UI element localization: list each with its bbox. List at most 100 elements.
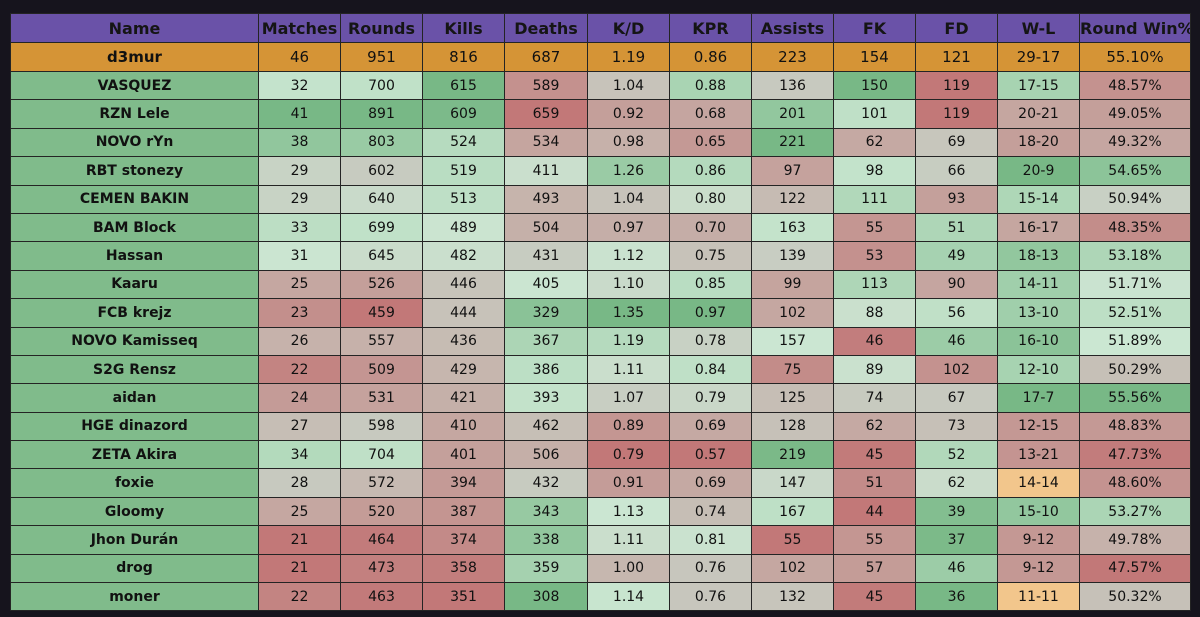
cell-round-winpct: 49.05% xyxy=(1079,99,1191,129)
cell-kills: 394 xyxy=(422,468,505,498)
table-row: Kaaru 25 526 446 405 1.10 0.85 99 113 90 14-11 51.7… xyxy=(10,269,1191,300)
cell-fk: 74 xyxy=(833,383,916,413)
cell-w-l: 13-21 xyxy=(997,440,1080,470)
cell-round-winpct: 48.60% xyxy=(1079,468,1191,498)
cell-deaths: 411 xyxy=(504,156,588,186)
cell-fd: 56 xyxy=(915,298,998,328)
table-row: moner 22 463 351 308 1.14 0.76 132 45 36 11-11 50.3… xyxy=(10,582,1191,612)
cell-matches: 23 xyxy=(258,298,341,328)
cell-deaths: 343 xyxy=(504,496,588,527)
cell-rounds: 602 xyxy=(340,156,423,186)
cell-assists: 97 xyxy=(751,156,834,186)
cell-k-d: 1.35 xyxy=(587,298,670,328)
cell-k-d: 0.92 xyxy=(587,99,670,129)
cell-fk: 150 xyxy=(833,70,916,101)
player-name-cell: moner xyxy=(10,582,259,612)
cell-assists: 128 xyxy=(751,411,834,442)
cell-matches: 25 xyxy=(258,269,341,300)
cell-round-winpct: 49.32% xyxy=(1079,127,1191,158)
table-row: aidan 24 531 421 393 1.07 0.79 125 74 67 17-7 55.56… xyxy=(10,383,1191,413)
cell-deaths: 308 xyxy=(504,582,588,612)
cell-fd: 51 xyxy=(915,212,998,243)
table-row: drog 21 473 358 359 1.00 0.76 102 57 46 9-12 47.57% xyxy=(10,553,1191,584)
cell-k-d: 0.97 xyxy=(587,212,670,243)
player-name-cell: HGE dinazord xyxy=(10,411,259,442)
table-row: HGE dinazord 27 598 410 462 0.89 0.69 128 62 73 12… xyxy=(10,411,1191,442)
cell-deaths: 687 xyxy=(504,42,588,72)
cell-k-d: 0.89 xyxy=(587,411,670,442)
cell-round-winpct: 50.32% xyxy=(1079,582,1191,612)
cell-kpr: 0.79 xyxy=(669,383,752,413)
cell-deaths: 386 xyxy=(504,354,588,385)
player-name-cell: ZETA Akira xyxy=(10,440,259,470)
cell-kills: 482 xyxy=(422,241,505,271)
cell-matches: 28 xyxy=(258,468,341,498)
cell-k-d: 1.14 xyxy=(587,582,670,612)
cell-rounds: 531 xyxy=(340,383,423,413)
cell-deaths: 405 xyxy=(504,269,588,300)
table-row: FCB krejz 23 459 444 329 1.35 0.97 102 88 56 13-10… xyxy=(10,298,1191,328)
cell-matches: 27 xyxy=(258,411,341,442)
player-name-cell: CEMEN BAKIN xyxy=(10,184,259,214)
cell-w-l: 15-14 xyxy=(997,184,1080,214)
cell-kills: 524 xyxy=(422,127,505,158)
column-header-fk: FK xyxy=(833,13,916,43)
cell-round-winpct: 48.83% xyxy=(1079,411,1191,442)
table-row: Jhon Durán 21 464 374 338 1.11 0.81 55 55 37 9-12 4… xyxy=(10,525,1191,555)
cell-deaths: 338 xyxy=(504,525,588,555)
cell-fd: 46 xyxy=(915,326,998,356)
cell-k-d: 1.19 xyxy=(587,42,670,72)
cell-round-winpct: 55.56% xyxy=(1079,383,1191,413)
cell-assists: 147 xyxy=(751,468,834,498)
cell-matches: 22 xyxy=(258,582,341,612)
column-header-matches: Matches xyxy=(258,13,341,43)
cell-deaths: 504 xyxy=(504,212,588,243)
table-row: foxie 28 572 394 432 0.91 0.69 147 51 62 14-14 48.6… xyxy=(10,468,1191,498)
cell-k-d: 0.98 xyxy=(587,127,670,158)
cell-assists: 132 xyxy=(751,582,834,612)
cell-fd: 69 xyxy=(915,127,998,158)
cell-fk: 62 xyxy=(833,411,916,442)
player-name-cell: Kaaru xyxy=(10,269,259,300)
cell-kills: 401 xyxy=(422,440,505,470)
cell-fk: 154 xyxy=(833,42,916,72)
cell-rounds: 704 xyxy=(340,440,423,470)
cell-kpr: 0.68 xyxy=(669,99,752,129)
cell-round-winpct: 50.29% xyxy=(1079,354,1191,385)
cell-fk: 53 xyxy=(833,241,916,271)
cell-matches: 21 xyxy=(258,553,341,584)
cell-kills: 351 xyxy=(422,582,505,612)
cell-fd: 121 xyxy=(915,42,998,72)
cell-assists: 55 xyxy=(751,525,834,555)
cell-k-d: 1.19 xyxy=(587,326,670,356)
cell-k-d: 1.00 xyxy=(587,553,670,584)
cell-rounds: 459 xyxy=(340,298,423,328)
cell-fd: 66 xyxy=(915,156,998,186)
cell-fk: 45 xyxy=(833,582,916,612)
cell-w-l: 18-20 xyxy=(997,127,1080,158)
cell-fd: 37 xyxy=(915,525,998,555)
table-row: NOVO Kamisseq 26 557 436 367 1.19 0.78 157 46 46 1… xyxy=(10,326,1191,356)
cell-matches: 29 xyxy=(258,184,341,214)
cell-round-winpct: 50.94% xyxy=(1079,184,1191,214)
cell-deaths: 659 xyxy=(504,99,588,129)
cell-deaths: 393 xyxy=(504,383,588,413)
cell-w-l: 20-9 xyxy=(997,156,1080,186)
player-name-cell: RZN Lele xyxy=(10,99,259,129)
column-header-kills: Kills xyxy=(422,13,505,43)
cell-deaths: 329 xyxy=(504,298,588,328)
cell-rounds: 645 xyxy=(340,241,423,271)
cell-round-winpct: 51.71% xyxy=(1079,269,1191,300)
cell-w-l: 12-10 xyxy=(997,354,1080,385)
cell-kpr: 0.84 xyxy=(669,354,752,385)
cell-fk: 98 xyxy=(833,156,916,186)
cell-rounds: 640 xyxy=(340,184,423,214)
column-header-name: Name xyxy=(10,13,259,43)
cell-fk: 51 xyxy=(833,468,916,498)
cell-w-l: 29-17 xyxy=(997,42,1080,72)
column-header-deaths: Deaths xyxy=(504,13,588,43)
cell-fk: 101 xyxy=(833,99,916,129)
cell-rounds: 557 xyxy=(340,326,423,356)
cell-matches: 33 xyxy=(258,212,341,243)
cell-kpr: 0.80 xyxy=(669,184,752,214)
